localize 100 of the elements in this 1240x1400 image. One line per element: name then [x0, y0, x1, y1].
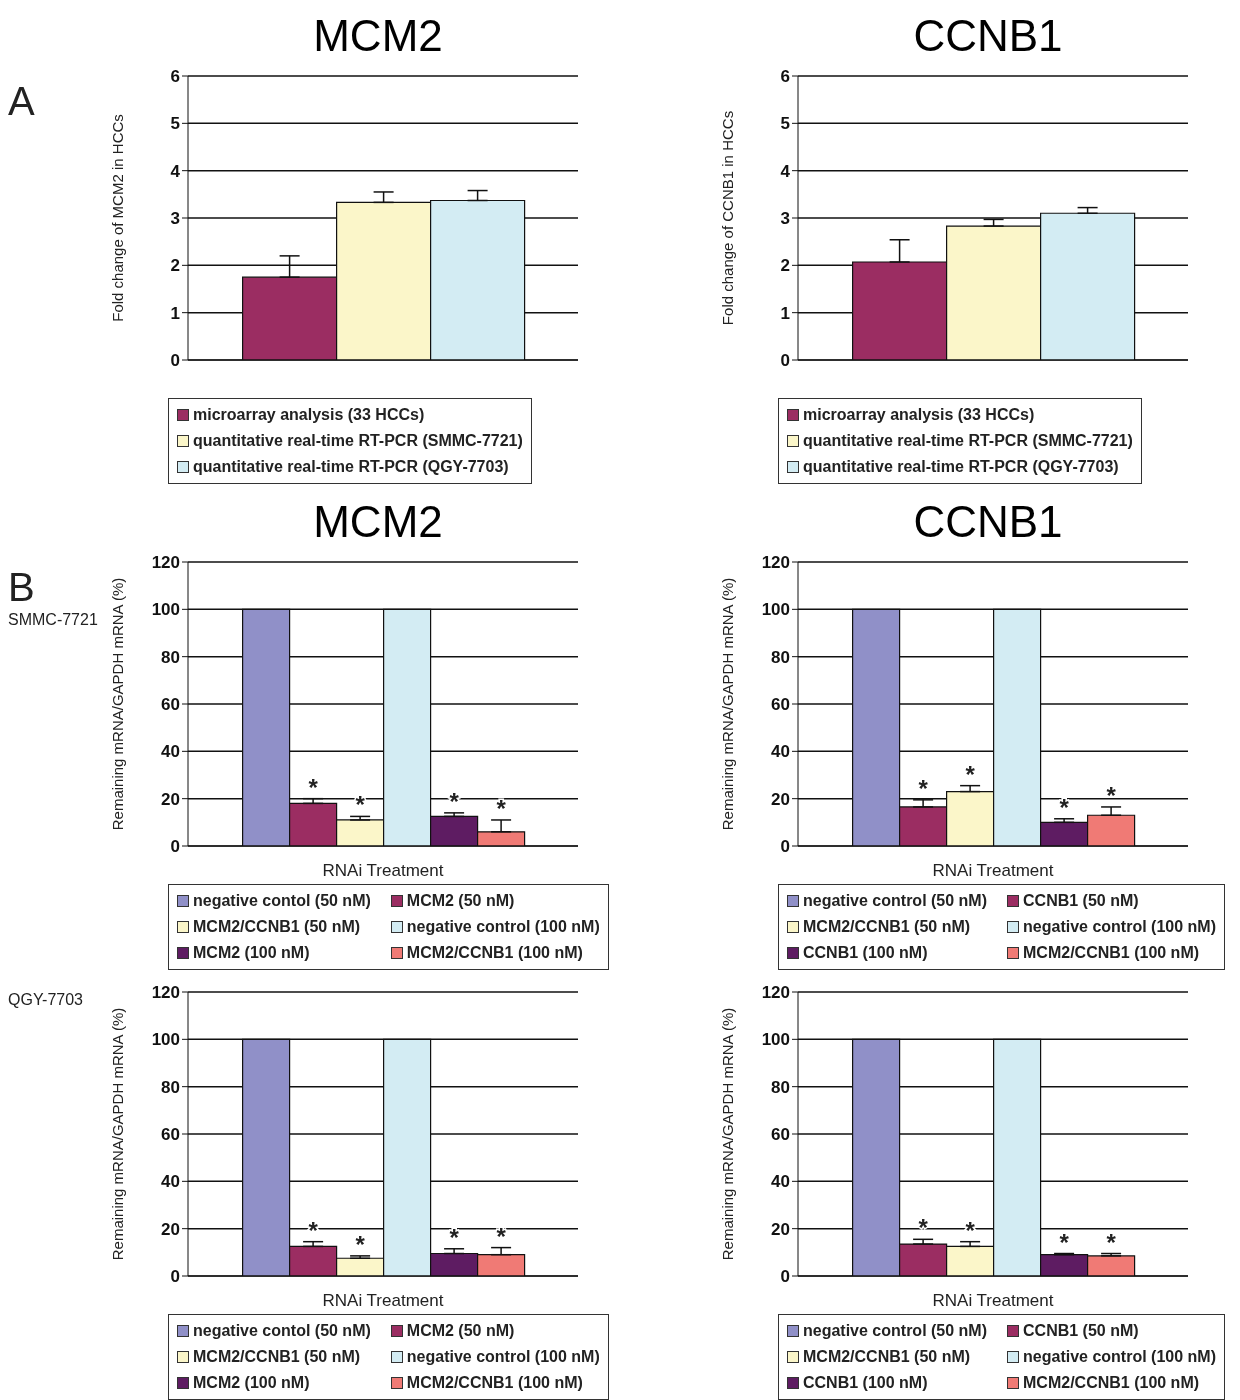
y-tick-label: 20 [771, 789, 790, 809]
annotation: * [496, 794, 507, 822]
y-tick-label: 120 [761, 553, 790, 573]
text: SMMC-7721 [8, 610, 99, 630]
legend-label: MCM2/CCNB1 (50 nM) [803, 1347, 971, 1367]
annotation: * [355, 791, 366, 819]
legend-label: CCNB1 (100 nM) [803, 1373, 928, 1393]
y-tick-label: 5 [780, 114, 790, 134]
legend-label: MCM2 (100 nM) [193, 1373, 310, 1393]
legend-label: CCNB1 (50 nM) [1023, 891, 1139, 911]
legend-label: CCNB1 (50 nM) [1023, 1321, 1139, 1341]
legend-label: MCM2/CCNB1 (100 nM) [1023, 943, 1200, 963]
legend-label: MCM2 (50 nM) [406, 891, 515, 911]
chart-title: CCNB1 [912, 496, 1064, 548]
annotation: * [918, 1214, 929, 1242]
y-tick-label: 4 [780, 161, 791, 181]
legend-label: MCM2/CCNB1 (50 nM) [193, 1347, 361, 1367]
y-tick-label: 1 [780, 303, 790, 323]
legend-label: negative control (100 nM) [1023, 1347, 1216, 1367]
y-axis-title: Fold change of CCNB1 in HCCs [719, 110, 737, 326]
chart-title: CCNB1 [912, 10, 1064, 62]
legend-label: MCM2 (50 nM) [406, 1321, 515, 1341]
text: A [8, 78, 36, 124]
legend-label: MCM2/CCNB1 (50 nM) [193, 917, 361, 937]
annotation: * [1106, 1228, 1117, 1256]
y-tick-label: 2 [780, 256, 790, 276]
annotation: * [1059, 793, 1070, 821]
y-tick-label: 3 [170, 209, 180, 229]
annotation: * [918, 774, 929, 802]
y-tick-label: 3 [780, 209, 790, 229]
annotation: * [496, 1222, 507, 1250]
y-tick-label: 0 [170, 1267, 180, 1287]
legend-label: negative control (50 nM) [803, 1321, 988, 1341]
y-tick-label: 60 [771, 695, 790, 715]
legend-label: negative control (50 nM) [803, 891, 988, 911]
y-axis-title: Remaining mRNA/GAPDH mRNA (%) [719, 1007, 737, 1261]
y-tick-label: 80 [161, 647, 180, 667]
text: QGY-7703 [8, 990, 84, 1010]
y-tick-label: 5 [170, 114, 180, 134]
legend-label: quantitative real-time RT-PCR (QGY-7703) [803, 457, 1119, 477]
text: B [8, 564, 36, 610]
y-tick-label: 0 [780, 837, 790, 857]
y-tick-label: 60 [771, 1125, 790, 1145]
y-tick-label: 100 [151, 1030, 180, 1050]
y-tick-label: 80 [161, 1077, 180, 1097]
y-axis-title: Fold change of MCM2 in HCCs [109, 114, 127, 322]
y-tick-label: 60 [161, 695, 180, 715]
x-axis-title: RNAi Treatment [322, 861, 444, 880]
y-axis-title: Remaining mRNA/GAPDH mRNA (%) [109, 577, 127, 831]
legend-label: microarray analysis (33 HCCs) [803, 405, 1035, 425]
y-tick-label: 20 [161, 789, 180, 809]
legend-label: negative control (100 nM) [1023, 917, 1216, 937]
legend-label: quantitative real-time RT-PCR (SMMC-7721) [193, 431, 523, 451]
legend-label: CCNB1 (100 nM) [803, 943, 928, 963]
y-tick-label: 120 [151, 553, 180, 573]
y-tick-label: 80 [771, 1077, 790, 1097]
y-tick-label: 120 [761, 983, 790, 1003]
legend-label: quantitative real-time RT-PCR (QGY-7703) [193, 457, 509, 477]
legend-label: microarray analysis (33 HCCs) [193, 405, 425, 425]
legend-label: negative contol (50 nM) [193, 891, 371, 911]
y-tick-label: 40 [771, 742, 790, 762]
x-axis-title: RNAi Treatment [322, 1291, 444, 1310]
chart-title: MCM2 [312, 496, 444, 548]
y-tick-label: 120 [151, 983, 180, 1003]
y-tick-label: 80 [771, 647, 790, 667]
legend-label: MCM2/CCNB1 (50 nM) [803, 917, 971, 937]
legend-label: negative control (100 nM) [406, 917, 600, 937]
y-axis-title: Remaining mRNA/GAPDH mRNA (%) [719, 577, 737, 831]
y-tick-label: 0 [170, 837, 180, 857]
x-axis-title: RNAi Treatment [932, 1291, 1054, 1310]
annotation: * [965, 760, 976, 788]
legend-label: MCM2/CCNB1 (100 nM) [406, 943, 583, 963]
legend-label: negative control (100 nM) [406, 1347, 600, 1367]
x-axis-title: RNAi Treatment [932, 861, 1054, 880]
annotation: * [355, 1230, 366, 1258]
y-tick-label: 40 [161, 1172, 180, 1192]
chart-title: MCM2 [312, 10, 444, 62]
y-tick-label: 0 [780, 1267, 790, 1287]
y-tick-label: 100 [761, 600, 790, 620]
y-tick-label: 2 [170, 256, 180, 276]
y-tick-label: 0 [170, 351, 180, 371]
y-tick-label: 6 [170, 67, 180, 87]
y-axis-title: Remaining mRNA/GAPDH mRNA (%) [109, 1007, 127, 1261]
annotation: * [1059, 1228, 1070, 1256]
annotation: * [1106, 781, 1117, 809]
y-tick-label: 1 [170, 303, 180, 323]
legend-label: quantitative real-time RT-PCR (SMMC-7721) [803, 431, 1133, 451]
legend-label: negative contol (50 nM) [193, 1321, 371, 1341]
y-tick-label: 20 [161, 1219, 180, 1239]
legend-label: MCM2/CCNB1 (100 nM) [406, 1373, 583, 1393]
y-tick-label: 40 [771, 1172, 790, 1192]
y-tick-label: 40 [161, 742, 180, 762]
annotation: * [449, 1223, 460, 1251]
y-tick-label: 100 [151, 600, 180, 620]
legend-label: MCM2 (100 nM) [193, 943, 310, 963]
y-tick-label: 6 [780, 67, 790, 87]
legend-label: MCM2/CCNB1 (100 nM) [1023, 1373, 1200, 1393]
y-tick-label: 0 [780, 351, 790, 371]
y-tick-label: 20 [771, 1219, 790, 1239]
annotation: * [308, 773, 319, 801]
